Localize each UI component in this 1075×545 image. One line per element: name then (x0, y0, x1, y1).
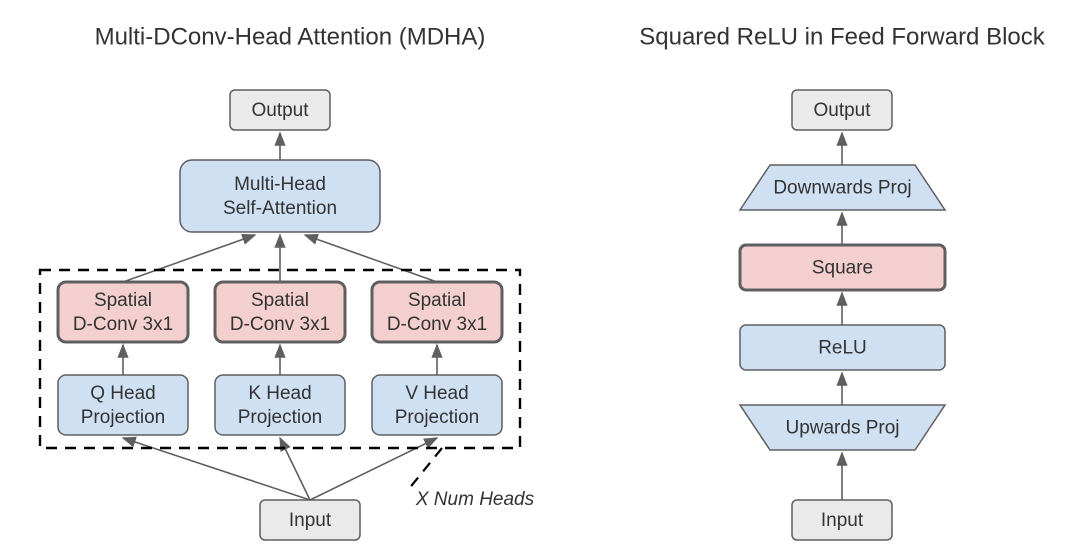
v-spatial-dconv-label2: D-Conv 3x1 (387, 314, 487, 335)
num-heads-label: X Num Heads (415, 489, 535, 510)
multi-head-self-attention-label2: Self-Attention (223, 198, 337, 219)
k-head-projection-label2: Projection (238, 407, 323, 428)
left-title: Multi-DConv-Head Attention (MDHA) (95, 23, 486, 50)
right-output-label: Output (813, 100, 871, 121)
diagram-canvas: Multi-DConv-Head Attention (MDHA) Squared… (0, 0, 1075, 545)
right-input-label: Input (821, 510, 864, 531)
left-input-label: Input (289, 510, 332, 531)
v-spatial-dconv-label1: Spatial (408, 290, 466, 311)
v-head-projection-label2: Projection (395, 407, 480, 428)
k-spatial-dconv-label2: D-Conv 3x1 (230, 314, 330, 335)
arrow (123, 235, 255, 282)
upwards-proj-label: Upwards Proj (785, 418, 899, 439)
square-label: Square (812, 258, 873, 279)
right-title: Squared ReLU in Feed Forward Block (639, 23, 1046, 50)
arrow (305, 235, 437, 282)
k-spatial-dconv-label1: Spatial (251, 290, 309, 311)
left-output-label: Output (251, 100, 309, 121)
downwards-proj-label: Downwards Proj (773, 178, 911, 199)
v-head-projection-label1: V Head (405, 383, 468, 404)
multi-head-self-attention-label1: Multi-Head (234, 174, 326, 195)
q-head-projection-label2: Projection (81, 407, 166, 428)
q-spatial-dconv-label1: Spatial (94, 290, 152, 311)
relu-label: ReLU (818, 338, 867, 359)
multi-head-self-attention (180, 160, 380, 232)
q-spatial-dconv-label2: D-Conv 3x1 (73, 314, 173, 335)
k-head-projection-label1: K Head (248, 383, 311, 404)
q-head-projection-label1: Q Head (90, 383, 155, 404)
heads-leader (408, 448, 442, 490)
